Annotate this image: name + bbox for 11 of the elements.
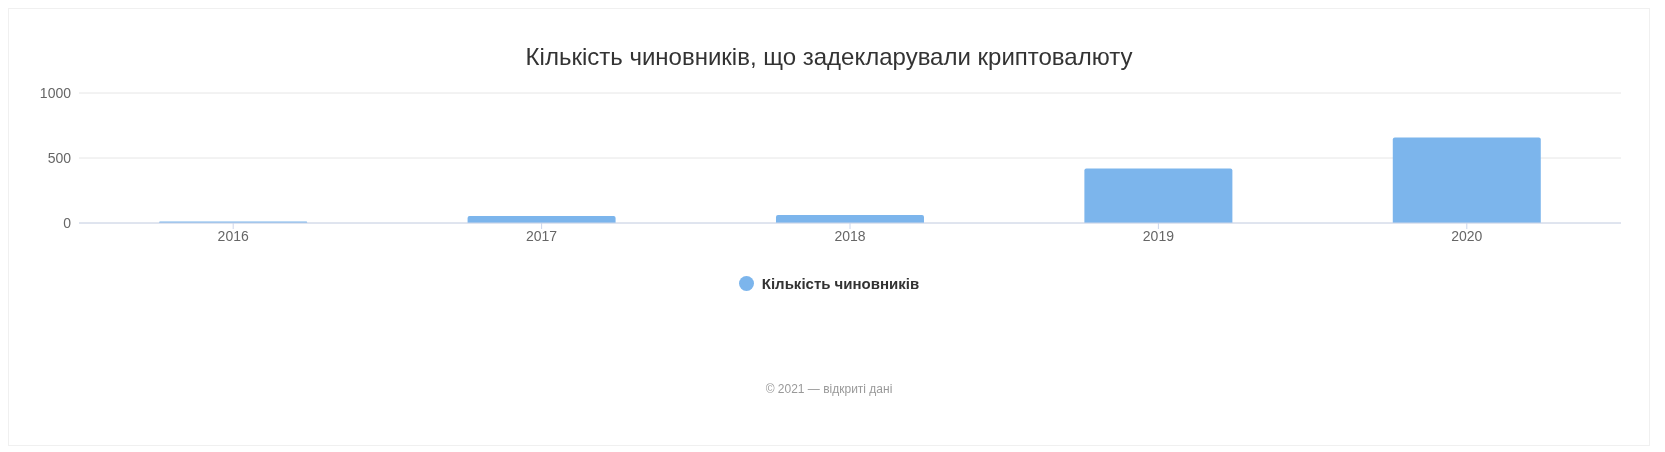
legend-label: Кількість чиновників <box>760 275 920 292</box>
x-tick-label: 2016 <box>217 227 249 244</box>
chart-title: Кількість чиновників, що задекларували криптовалюту <box>524 42 1134 72</box>
y-tick-label: 1000 <box>39 84 72 101</box>
x-tick-label: 2018 <box>834 227 866 244</box>
y-tick-label: 500 <box>47 149 72 166</box>
x-tick-label: 2020 <box>1451 227 1483 244</box>
text: © 2021 — відкриті дані <box>764 382 894 396</box>
x-tick-label: 2017 <box>526 227 558 244</box>
x-tick-label: 2019 <box>1142 227 1175 244</box>
y-tick-label: 0 <box>63 214 72 231</box>
